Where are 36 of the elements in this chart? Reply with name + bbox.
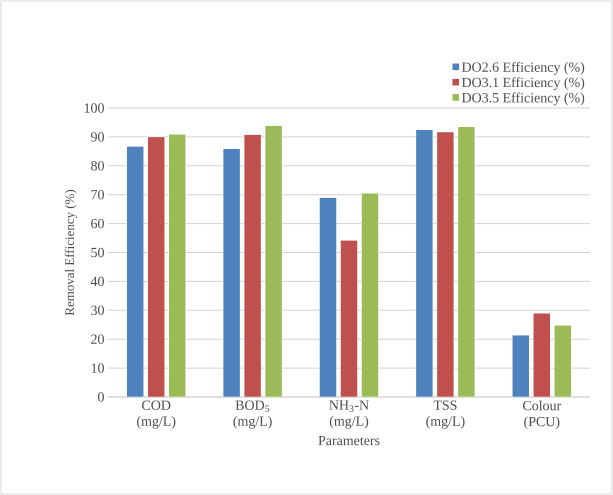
x-tick-label: NH$_{3}$-N (mg/L) [329, 400, 369, 429]
y-tick-label: 90 [90, 132, 104, 142]
y-tick-label: 50 [91, 248, 104, 258]
y-axis-title: Removal Efficiency (%) [64, 190, 77, 316]
legend-label: DO3.1 Efficiency (%) [462, 77, 584, 90]
bar [458, 126, 476, 397]
y-tick-label: 0 [98, 392, 104, 402]
bar [554, 325, 572, 397]
bar [340, 240, 358, 397]
bar [264, 125, 282, 397]
x-tick-label: COD (mg/L) [137, 400, 176, 429]
x-tick-label: Colour (PCU) [523, 400, 562, 430]
y-tick-label: 70 [91, 190, 104, 200]
x-tick-label: TSS (mg/L) [426, 400, 465, 429]
y-tick-label: 80 [91, 161, 104, 171]
bar [436, 132, 454, 397]
bar [222, 148, 240, 397]
x-axis-title: Parameters [318, 436, 380, 446]
bar [533, 312, 551, 397]
y-tick-label: 100 [84, 103, 104, 113]
x-tick-label: BOD$_{5}$ (mg/L) [233, 400, 272, 429]
y-tick-label: 30 [91, 306, 104, 316]
y-tick-label: 10 [92, 363, 104, 373]
bar [512, 334, 530, 397]
bar [319, 197, 337, 397]
legend-label: DO2.6 Efficiency (%) [462, 62, 584, 75]
bar [168, 134, 186, 397]
bar [147, 136, 165, 397]
y-tick-label: 60 [91, 218, 104, 228]
y-tick-label: 20 [91, 334, 104, 344]
y-tick-label: 40 [90, 276, 104, 286]
bar [244, 134, 262, 397]
legend-label: DO3.5 Efficiency (%) [462, 92, 584, 106]
bar [416, 129, 434, 397]
bar [126, 146, 144, 397]
bar [361, 193, 379, 397]
